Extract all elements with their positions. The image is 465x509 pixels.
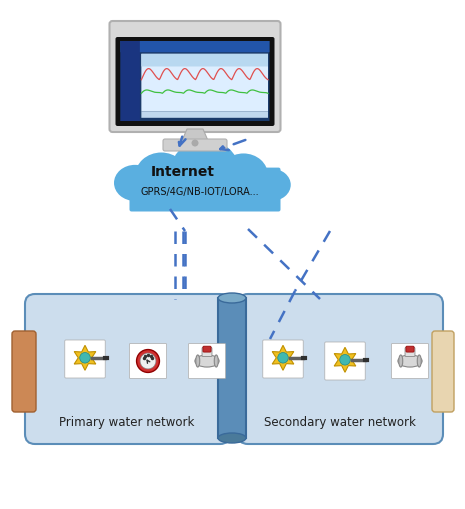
Circle shape (140, 353, 156, 369)
FancyBboxPatch shape (129, 168, 280, 212)
FancyBboxPatch shape (163, 140, 227, 152)
Ellipse shape (398, 355, 422, 367)
Text: GPRS/4G/NB-IOT/LORA...: GPRS/4G/NB-IOT/LORA... (141, 187, 259, 196)
Text: Internet: Internet (151, 165, 215, 179)
FancyBboxPatch shape (12, 331, 36, 412)
Ellipse shape (399, 355, 403, 367)
Ellipse shape (252, 169, 291, 202)
FancyBboxPatch shape (406, 347, 414, 352)
Ellipse shape (172, 141, 238, 196)
FancyBboxPatch shape (432, 331, 454, 412)
Ellipse shape (135, 153, 187, 201)
FancyBboxPatch shape (263, 341, 303, 378)
Text: Primary water network: Primary water network (60, 416, 195, 429)
FancyBboxPatch shape (218, 298, 246, 438)
Circle shape (137, 350, 159, 373)
FancyBboxPatch shape (405, 348, 415, 357)
Polygon shape (334, 348, 356, 373)
Ellipse shape (417, 355, 421, 367)
FancyBboxPatch shape (115, 38, 274, 127)
FancyBboxPatch shape (129, 344, 166, 379)
FancyBboxPatch shape (120, 42, 270, 122)
FancyBboxPatch shape (202, 348, 212, 357)
Circle shape (278, 353, 288, 363)
FancyBboxPatch shape (188, 344, 226, 379)
Ellipse shape (133, 167, 277, 211)
Circle shape (80, 353, 90, 363)
FancyBboxPatch shape (120, 42, 140, 122)
FancyBboxPatch shape (109, 22, 280, 133)
FancyBboxPatch shape (141, 54, 268, 67)
Polygon shape (181, 130, 209, 144)
Circle shape (340, 355, 350, 365)
Ellipse shape (114, 165, 156, 202)
Text: Secondary water network: Secondary water network (264, 416, 416, 429)
FancyBboxPatch shape (141, 112, 268, 119)
Ellipse shape (214, 355, 218, 367)
Ellipse shape (219, 154, 268, 198)
Ellipse shape (218, 433, 246, 443)
FancyBboxPatch shape (238, 294, 443, 444)
FancyBboxPatch shape (392, 344, 429, 379)
FancyBboxPatch shape (120, 42, 270, 53)
Polygon shape (74, 346, 96, 371)
FancyBboxPatch shape (325, 343, 365, 380)
Circle shape (192, 140, 199, 147)
Polygon shape (272, 346, 294, 371)
FancyBboxPatch shape (65, 341, 105, 378)
FancyBboxPatch shape (141, 54, 268, 112)
FancyBboxPatch shape (25, 294, 230, 444)
Ellipse shape (195, 355, 219, 367)
Ellipse shape (196, 355, 200, 367)
Ellipse shape (218, 293, 246, 303)
FancyBboxPatch shape (203, 347, 211, 352)
